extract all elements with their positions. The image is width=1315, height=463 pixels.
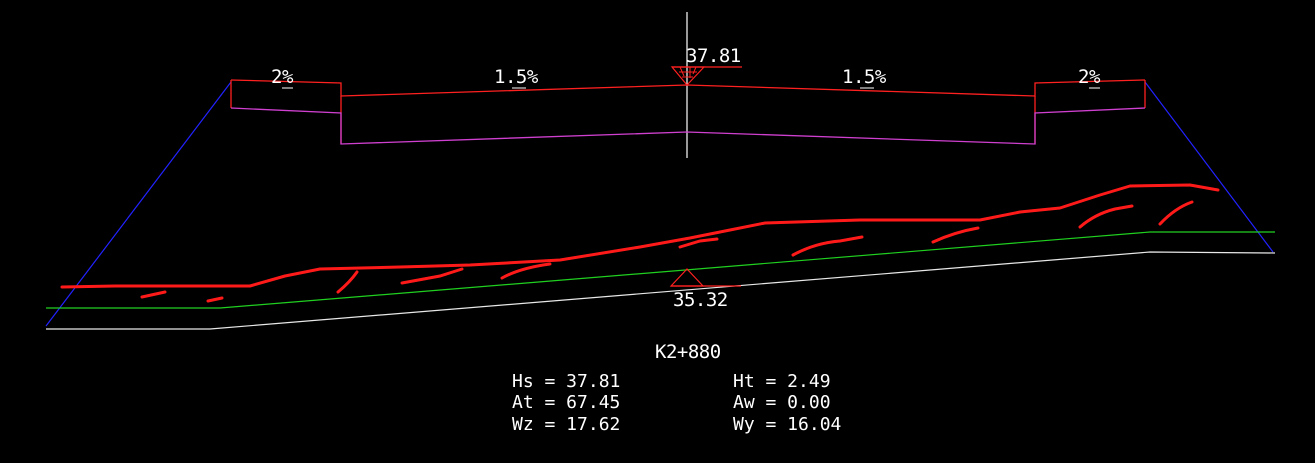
markup-stroke (1158, 200, 1194, 226)
subgrade-line (230, 107, 1146, 145)
design-elevation-marker (670, 66, 742, 86)
slope-label-right-lane: 1.5% (842, 66, 887, 88)
stat-wy: Wy = 16.04 (733, 414, 841, 435)
markup-strokes (140, 200, 1194, 303)
stat-at: At = 67.45 (512, 392, 620, 413)
base-line-white (46, 251, 1276, 330)
markup-stroke (336, 270, 359, 294)
station-label: K2+880 (655, 341, 721, 363)
stat-aw: Aw = 0.00 (733, 392, 831, 413)
ground-elevation-marker (669, 268, 741, 287)
markup-stroke (140, 290, 167, 299)
right-side-slope (1144, 81, 1274, 253)
ground-elevation-label: 35.32 (673, 289, 728, 311)
markup-stroke (1078, 204, 1134, 229)
markup-stroke (931, 226, 980, 244)
road-surface-line (230, 79, 1146, 97)
stat-ht: Ht = 2.49 (733, 371, 831, 392)
markup-stroke (500, 262, 552, 280)
slope-label-right-shoulder: 2% (1078, 66, 1101, 88)
markup-stroke (206, 296, 224, 303)
markup-stroke (400, 267, 464, 285)
markup-top-contour (60, 183, 1220, 289)
design-elevation-label: 37.81 (686, 45, 741, 67)
left-side-slope (45, 81, 232, 327)
markup-stroke (791, 235, 864, 257)
slope-label-left-lane: 1.5% (494, 66, 539, 88)
stat-hs: Hs = 37.81 (512, 371, 620, 392)
slope-label-left-shoulder: 2% (271, 66, 294, 88)
markup-stroke (678, 237, 719, 249)
ground-line-green (46, 231, 1275, 309)
stat-wz: Wz = 17.62 (512, 414, 620, 435)
